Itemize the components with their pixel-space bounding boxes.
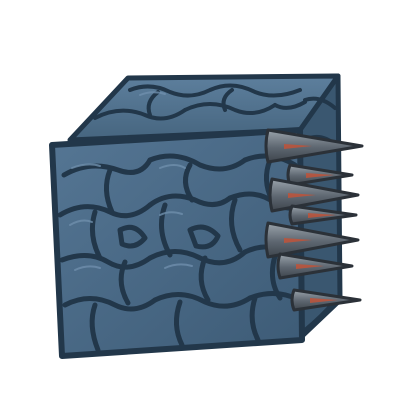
stone-texture-top (93, 83, 307, 121)
spike-1-blood-streak (284, 144, 312, 149)
stone-highlights (69, 91, 193, 271)
spike-5-blood-streak (284, 238, 312, 243)
spike-3-blood-streak (288, 193, 316, 198)
spike-2-blood-streak (306, 173, 334, 178)
block-front-face (49, 127, 305, 359)
spike-4-blood-streak (308, 213, 336, 218)
spike-1 (264, 128, 364, 164)
spike-6-blood-streak (296, 264, 324, 269)
spike-cluster (264, 128, 364, 312)
spike-7-blood-streak (310, 298, 338, 303)
